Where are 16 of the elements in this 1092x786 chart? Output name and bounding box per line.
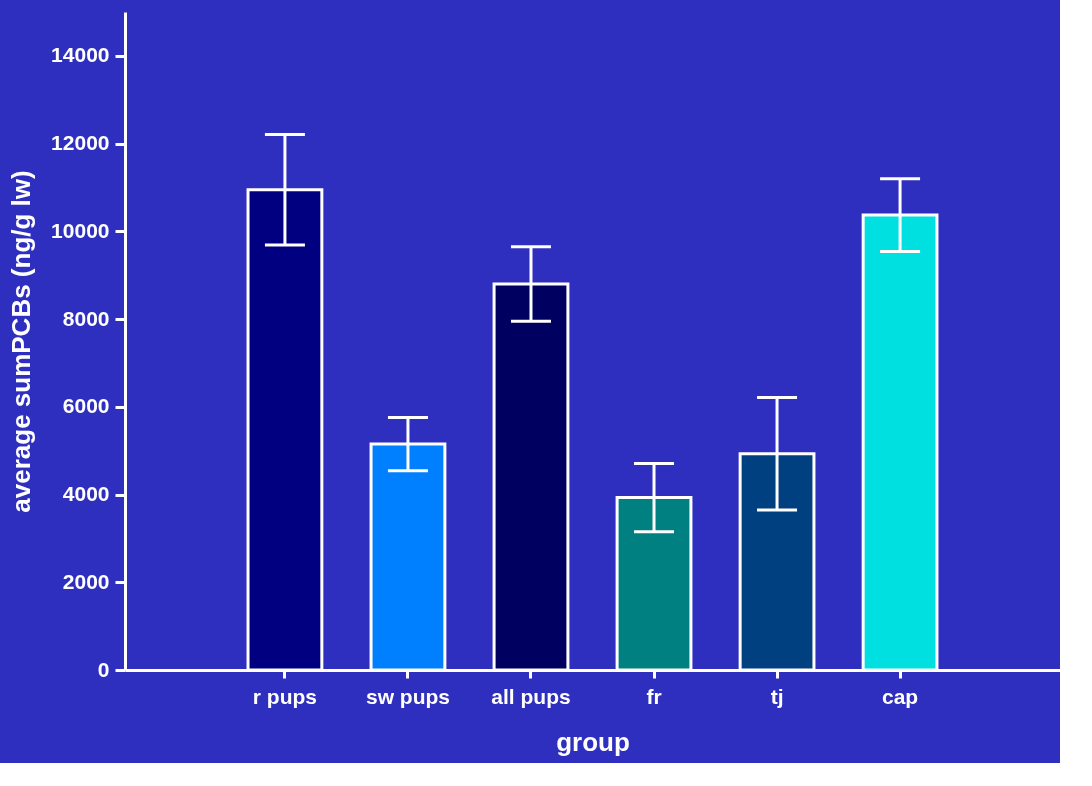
y-axis-title: average sumPCBs (ng/g lw) bbox=[6, 170, 37, 513]
y-tick-label: 2000 bbox=[62, 569, 110, 593]
y-tick-label: 10000 bbox=[51, 218, 110, 242]
y-tick-label: 8000 bbox=[62, 306, 110, 330]
y-tick-label: 12000 bbox=[51, 131, 110, 155]
y-tick-label: 6000 bbox=[62, 394, 110, 418]
x-tick-label: all pups bbox=[491, 684, 571, 708]
x-tick-label: tj bbox=[770, 684, 784, 708]
x-axis-title: group bbox=[556, 726, 630, 757]
x-tick-label: sw pups bbox=[365, 684, 450, 708]
x-tick-label: cap bbox=[881, 684, 919, 708]
y-tick-label: 4000 bbox=[62, 482, 110, 506]
x-tick-label: fr bbox=[646, 684, 662, 708]
y-tick-label: 0 bbox=[97, 657, 110, 681]
x-tick-label: r pups bbox=[252, 684, 318, 708]
y-tick-label: 14000 bbox=[51, 43, 110, 67]
